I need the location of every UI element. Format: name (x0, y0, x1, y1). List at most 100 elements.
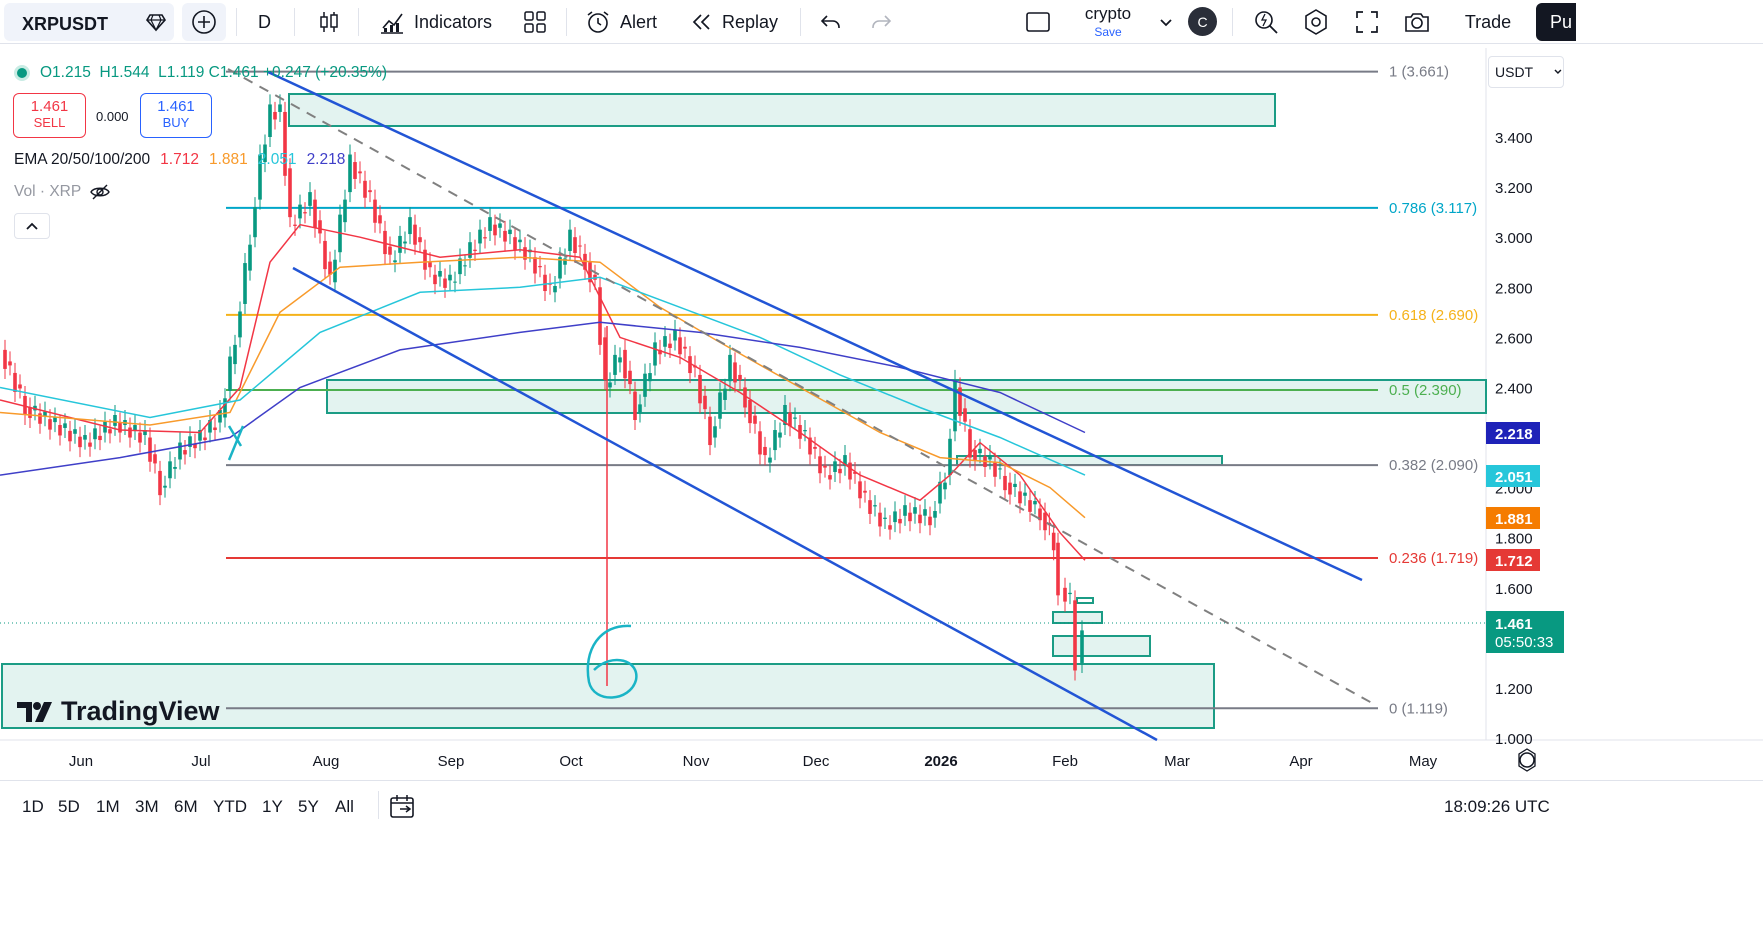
templates-button[interactable] (522, 3, 548, 41)
tradingview-logo[interactable]: TradingView (17, 696, 220, 727)
time-tick-label: Feb (1052, 753, 1078, 770)
ema-price-badge (1486, 422, 1540, 444)
range-button-3m[interactable]: 3M (135, 797, 159, 816)
replay-button[interactable]: Replay (690, 3, 778, 41)
sell-price: 1.461 (30, 98, 69, 115)
alert-button[interactable]: Alert (584, 3, 657, 41)
square-layout-icon (1026, 12, 1050, 32)
candle-body (793, 417, 797, 419)
resistance-zone-top[interactable] (288, 93, 1276, 127)
ohlc-high: H1.544 (99, 64, 150, 81)
candle-body (648, 373, 652, 382)
candle-body (483, 237, 487, 239)
candle-body (48, 419, 52, 430)
layout-save-button[interactable]: crypto Save (1078, 4, 1138, 39)
symbol-search-button[interactable]: XRPUSDT (4, 3, 174, 41)
plus-circle-icon (192, 10, 216, 34)
candle-body (863, 490, 867, 493)
toolbar-divider (1232, 8, 1233, 36)
small-zone-4[interactable] (1076, 597, 1094, 604)
bar-countdown: 05:50:33 (1495, 634, 1553, 651)
resistance-zone-mid[interactable] (326, 379, 1487, 414)
range-button-1y[interactable]: 1Y (262, 797, 283, 816)
ema-price-badge (1486, 549, 1540, 571)
layout-menu-button[interactable] (1158, 3, 1174, 41)
buy-button[interactable]: 1.461 BUY (140, 93, 212, 138)
price-tick-label: 1.000 (1495, 731, 1533, 748)
legend-collapse-button[interactable] (14, 213, 50, 239)
volume-legend[interactable]: Vol · XRP (14, 183, 111, 201)
range-button-ytd[interactable]: YTD (213, 797, 247, 816)
candle-body (388, 246, 392, 255)
candle-body (133, 425, 137, 431)
time-axis[interactable]: Jun Jul Aug Sep Oct Nov Dec 2026 Feb Mar Apr May (69, 753, 1438, 770)
range-button-5d[interactable]: 5D (58, 797, 80, 816)
indicators-button[interactable]: Indicators (378, 3, 492, 41)
candle-body (818, 456, 822, 474)
time-tick-label: Nov (683, 753, 710, 770)
candle-body (103, 421, 107, 433)
eye-hidden-icon[interactable] (89, 183, 111, 201)
alert-label: Alert (620, 11, 658, 32)
candle-body (948, 438, 952, 476)
diamond-icon[interactable] (144, 10, 168, 34)
candle-body (468, 242, 472, 258)
settings-button[interactable] (1302, 3, 1330, 41)
redo-button[interactable] (868, 3, 894, 41)
support-zone-bottom[interactable] (1, 663, 1215, 729)
candle-body (663, 336, 667, 347)
range-button-5y[interactable]: 5Y (298, 797, 319, 816)
candle-body (13, 372, 17, 392)
range-button-1d[interactable]: 1D (22, 797, 44, 816)
toolbar-divider (378, 791, 379, 819)
snapshot-button[interactable] (1403, 3, 1431, 41)
tradingview-logo-icon (17, 701, 52, 722)
layout-select-button[interactable] (1024, 3, 1052, 41)
price-chart[interactable]: 1 (3.661) 0.786 (3.117) 0.618 (2.690) 0.5 (… (0, 48, 1763, 778)
ema-legend[interactable]: EMA 20/50/100/200 1.712 1.881 2.051 2.21… (14, 151, 345, 169)
candle-body (158, 470, 162, 496)
small-zone-3[interactable] (1052, 635, 1151, 657)
trade-button[interactable]: Trade (1464, 11, 1512, 32)
ema200-value: 2.218 (306, 151, 346, 168)
spread-value: 0.000 (96, 109, 129, 124)
channel-upper-line[interactable] (267, 70, 1363, 582)
range-button-1m[interactable]: 1M (96, 797, 120, 816)
candle-body (653, 342, 657, 366)
quick-search-button[interactable] (1252, 3, 1280, 41)
price-tick-label: 3.400 (1495, 130, 1533, 147)
avatar[interactable]: C (1188, 7, 1217, 36)
candle-body (298, 204, 302, 219)
range-button-all[interactable]: All (335, 797, 354, 816)
candle-body (508, 229, 512, 235)
small-zone-2[interactable] (1052, 611, 1103, 624)
chart-type-button[interactable] (316, 3, 342, 41)
ohlc-change: +0.247 (+20.35%) (262, 64, 388, 81)
chart-pane[interactable]: 1 (3.661) 0.786 (3.117) 0.618 (2.690) 0.5 (… (0, 48, 1763, 778)
range-button-6m[interactable]: 6M (174, 797, 198, 816)
candle-body (243, 263, 247, 304)
chart-settings-icon[interactable] (1518, 748, 1536, 772)
search-icon (1255, 11, 1278, 34)
sell-button[interactable]: 1.461 SELL (13, 93, 86, 138)
goto-date-button[interactable] (388, 792, 416, 825)
fullscreen-button[interactable] (1354, 3, 1380, 41)
hand-drawn-number-six[interactable] (586, 624, 638, 699)
interval-button[interactable]: D (258, 11, 271, 32)
candle-body (138, 432, 142, 443)
undo-button[interactable] (818, 3, 844, 41)
time-tick-label: Aug (313, 753, 340, 770)
fib-retracement[interactable]: 1 (3.661) 0.786 (3.117) 0.618 (2.690) 0.5 (… (226, 64, 1478, 718)
utc-clock[interactable]: 18:09:26 UTC (1444, 797, 1550, 816)
candle-body (223, 398, 227, 418)
channel-lower-line[interactable] (292, 266, 1158, 742)
candle-body (128, 427, 132, 438)
compare-symbol-button[interactable] (182, 3, 226, 41)
candle-body (403, 241, 407, 244)
ohlc-close: C1.461 (208, 64, 259, 81)
currency-select[interactable]: USDT (1488, 56, 1564, 88)
channel-midline[interactable] (227, 68, 1373, 704)
candlesticks (3, 94, 1084, 681)
hand-drawn-cross[interactable] (227, 425, 245, 461)
publish-button[interactable]: Pu (1536, 3, 1576, 41)
